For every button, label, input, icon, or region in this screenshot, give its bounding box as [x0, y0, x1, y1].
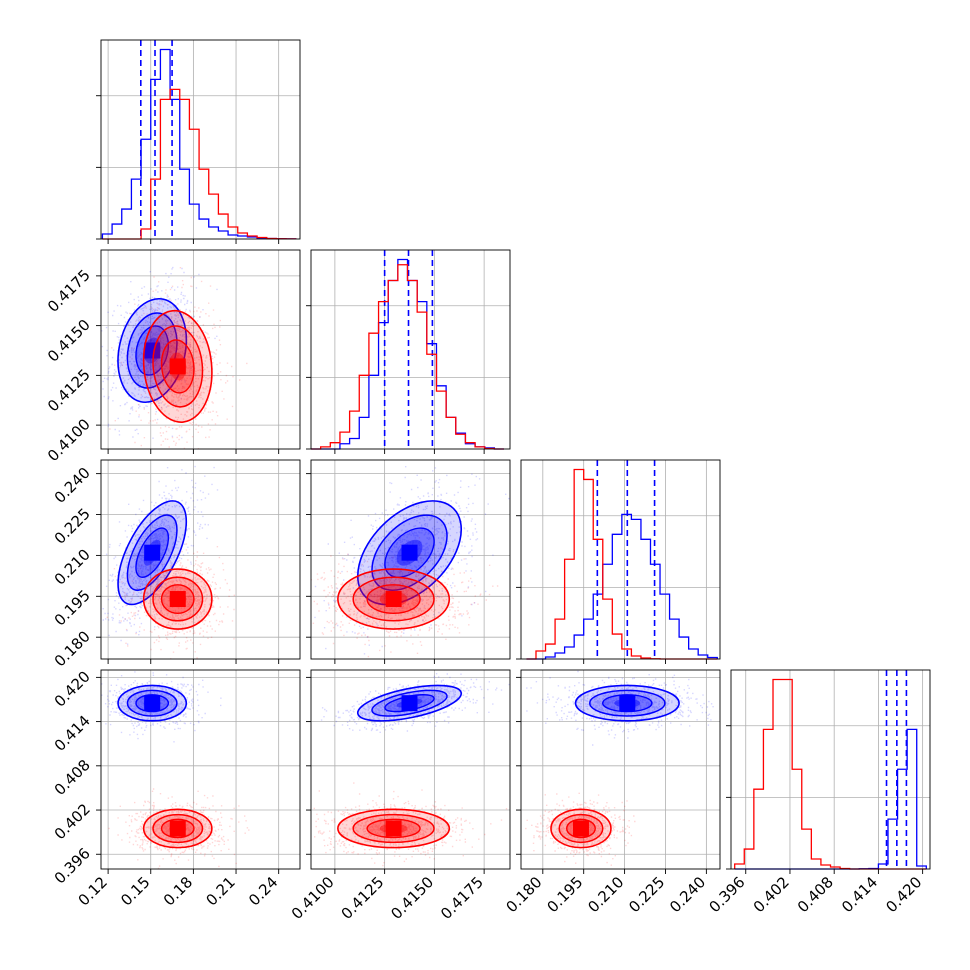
x-tick-label: 0.4175: [437, 873, 487, 923]
scatter-layer: [311, 673, 510, 867]
y-tick-label: 0.4175: [44, 266, 94, 316]
x-tick-label: 0.4125: [338, 873, 388, 923]
y-tick-label: 0.414: [51, 712, 94, 755]
y-tick-label: 0.4150: [44, 316, 94, 366]
x-tick-label: 0.414: [838, 873, 881, 916]
scatter-points-series-1: [109, 267, 248, 449]
histogram-series-1: [311, 264, 505, 450]
axis-frame: [520, 669, 721, 870]
axis-frame: [310, 249, 511, 450]
panel-3-3: 0.396 0.402 0.408 0.414 0.420: [705, 669, 931, 916]
panel-2-2: [516, 459, 721, 664]
scatter-points-series-0: [101, 671, 222, 743]
density-peak-series-0: [401, 695, 418, 712]
scatter-layer: [525, 670, 720, 866]
scatter-layer: [101, 266, 248, 449]
x-tick-label: 0.24: [245, 873, 281, 909]
y-tick-label: 0.396: [51, 844, 94, 887]
scatter-layer: [101, 671, 250, 869]
y-tick-label: 0.420: [51, 667, 94, 710]
panel-0-0: [96, 39, 301, 244]
y-tick-label: 0.402: [51, 800, 94, 843]
x-tick-label: 0.18: [160, 873, 196, 909]
scatter-layer: [102, 465, 235, 659]
panel-1-1: [306, 249, 511, 454]
axis-frame: [520, 459, 721, 660]
density-peak-series-0: [144, 695, 161, 712]
panel-1-3: 0.4100 0.4125 0.4150 0.4175: [288, 669, 511, 923]
x-tick-label: 0.225: [625, 873, 668, 916]
y-tick-label: 0.4100: [44, 415, 94, 465]
x-tick-label: 0.21: [203, 873, 239, 909]
y-tick-label: 0.225: [51, 505, 94, 548]
axis-frame: [730, 669, 931, 870]
axis-frame: [100, 669, 301, 870]
x-tick-label: 0.210: [584, 873, 627, 916]
axis-frame: [310, 459, 511, 660]
density-peak-series-0: [144, 544, 161, 561]
y-tick-label: 0.195: [51, 586, 94, 629]
density-peak-series-0: [144, 342, 161, 359]
y-tick-label: 0.240: [51, 464, 94, 507]
density-peak-series-1: [572, 820, 589, 837]
x-tick-label: 0.420: [882, 873, 925, 916]
x-tick-label: 0.12: [75, 873, 111, 909]
density-peak-series-0: [401, 544, 418, 561]
histogram-series-1: [526, 468, 718, 660]
axis-frame: [100, 39, 301, 240]
histogram-series-0: [311, 258, 505, 450]
y-tick-label: 0.4125: [44, 365, 94, 415]
x-tick-label: 0.15: [117, 873, 153, 909]
density-peak-series-1: [169, 358, 186, 375]
panel-0-3: 0.12 0.15 0.18 0.21 0.24 0.3960.4020.4080.414…: [51, 667, 301, 909]
x-tick-label: 0.402: [750, 873, 793, 916]
density-peak-series-0: [619, 695, 636, 712]
y-tick-label: 0.210: [51, 546, 94, 589]
y-tick-label: 0.180: [51, 627, 94, 670]
scatter-layer: [311, 466, 510, 658]
axis-frame: [100, 459, 301, 660]
axis-frame: [310, 669, 511, 870]
x-tick-label: 0.4150: [387, 873, 437, 923]
x-tick-label: 0.195: [543, 873, 586, 916]
x-tick-label: 0.396: [705, 873, 748, 916]
x-tick-label: 0.4100: [288, 873, 338, 923]
density-peak-series-1: [385, 591, 402, 608]
y-tick-label: 0.408: [51, 756, 94, 799]
density-peak-series-1: [169, 820, 186, 837]
axis-frame: [100, 249, 301, 450]
scatter-points-series-0: [101, 266, 218, 439]
density-peak-series-1: [385, 820, 402, 837]
x-tick-label: 0.240: [666, 873, 709, 916]
scatter-points-series-1: [311, 537, 499, 658]
density-peak-series-1: [169, 591, 186, 608]
x-tick-label: 0.408: [794, 873, 837, 916]
histogram-series-1: [102, 88, 297, 240]
x-tick-label: 0.180: [503, 873, 546, 916]
scatter-points-series-1: [313, 782, 508, 867]
panel-1-2: [306, 459, 511, 664]
